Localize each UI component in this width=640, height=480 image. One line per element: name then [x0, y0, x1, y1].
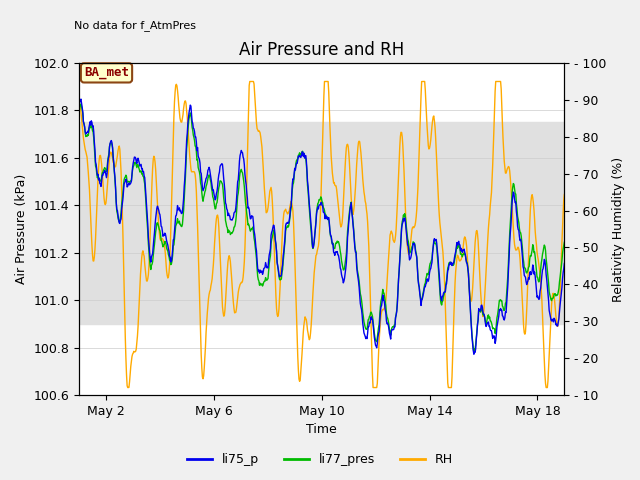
Bar — [79, 122, 564, 324]
Legend: li75_p, li77_pres, RH: li75_p, li77_pres, RH — [182, 448, 458, 471]
Text: BA_met: BA_met — [84, 66, 129, 79]
Text: No data for f_AtmPres: No data for f_AtmPres — [74, 20, 196, 31]
X-axis label: Time: Time — [307, 423, 337, 436]
Title: Air Pressure and RH: Air Pressure and RH — [239, 41, 404, 59]
Y-axis label: Relativity Humidity (%): Relativity Humidity (%) — [612, 156, 625, 301]
Y-axis label: Air Pressure (kPa): Air Pressure (kPa) — [15, 174, 28, 284]
